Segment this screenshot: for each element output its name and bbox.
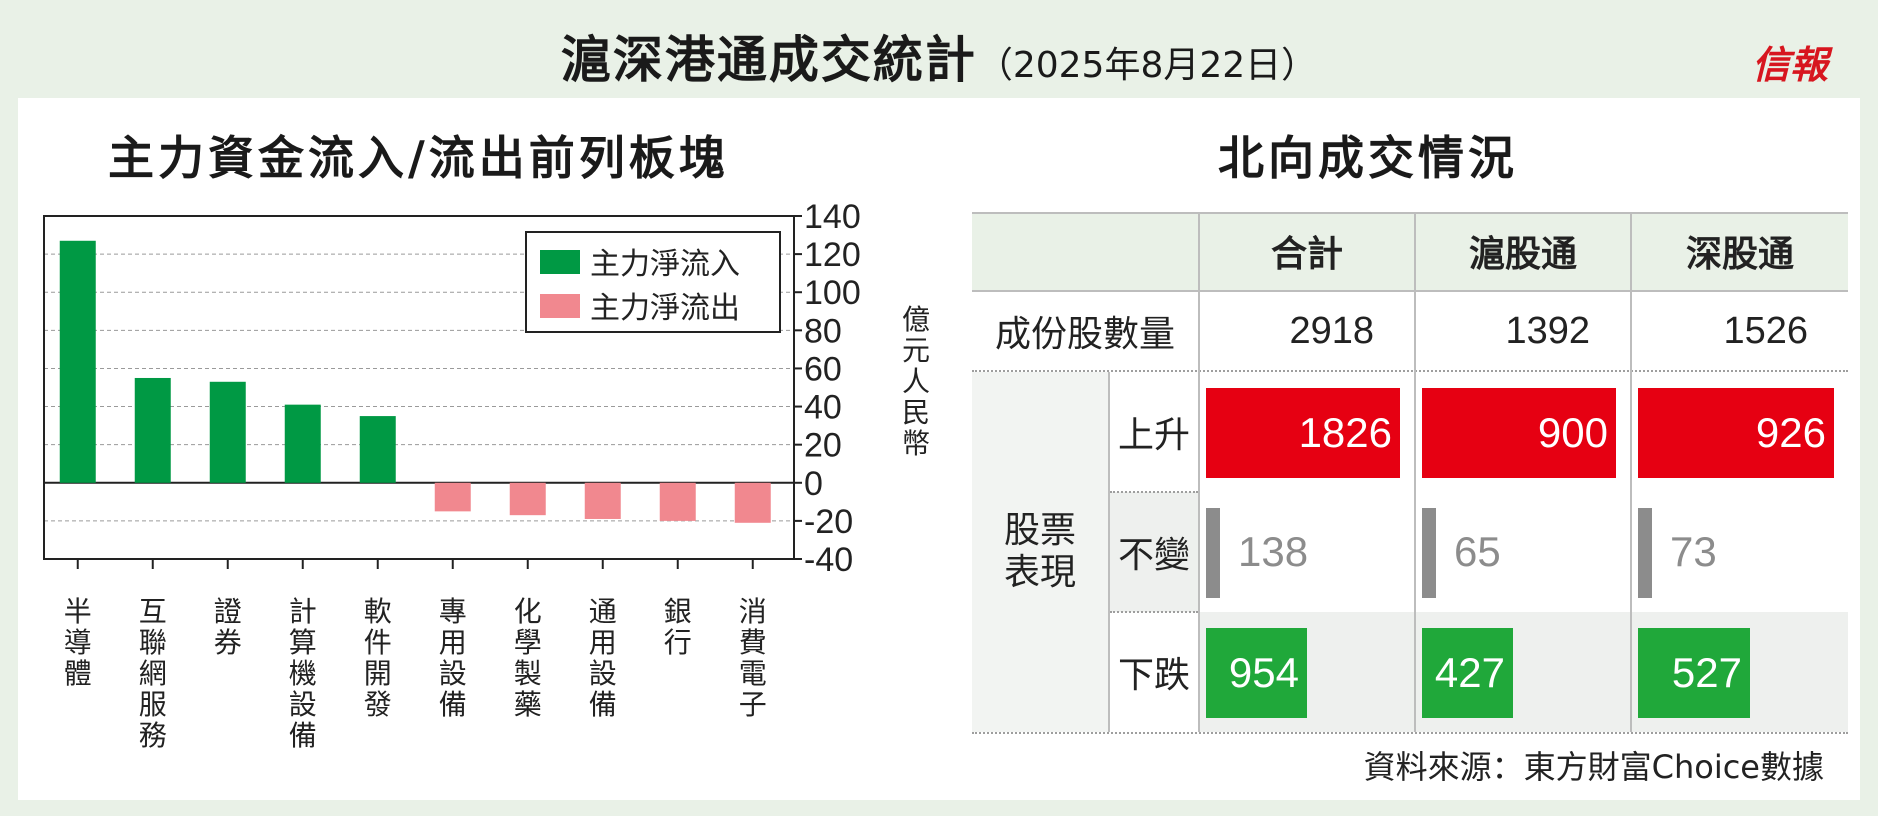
constituents-shanghai: 1392 [1505, 310, 1590, 352]
y-tick-label: 120 [804, 236, 861, 274]
group-label-cell [972, 372, 1108, 732]
up-bar-shenzhen: 926 [1638, 388, 1834, 478]
row-label-up: 上升 [1110, 372, 1198, 492]
table-dotted-line-2 [1110, 491, 1198, 493]
bar [509, 482, 546, 516]
constituents-shenzhen: 1526 [1723, 310, 1808, 352]
bar [434, 482, 471, 512]
table-dotted-line-3 [1110, 611, 1198, 613]
infographic-frame: 滬深港通成交統計（2025年8月22日） 信報 主力資金流入/流出前列板塊 北向… [18, 14, 1860, 800]
y-tick-label: 40 [804, 389, 842, 427]
x-tick-label: 銀行 [663, 595, 692, 659]
legend-swatch [540, 294, 580, 318]
group-label-line1: 股票 [1003, 510, 1076, 551]
y-tick-label: 0 [804, 465, 823, 503]
table-vline-1 [1198, 212, 1200, 732]
unchanged-total: 138 [1238, 528, 1309, 575]
constituents-total: 2918 [1289, 310, 1374, 352]
x-tick-label: 通用設備 [588, 595, 617, 721]
x-tick-label: 專用設備 [438, 595, 467, 721]
plot-border [43, 215, 795, 560]
x-tick-label: 化學製藥 [513, 595, 542, 721]
bar [359, 416, 396, 483]
unchanged-marker-total [1206, 508, 1220, 598]
col-header-shanghai: 滬股通 [1416, 212, 1630, 290]
bar [134, 377, 171, 483]
y-tick-label: 100 [804, 274, 861, 312]
table-corner [972, 212, 1198, 290]
unchanged-shenzhen: 73 [1670, 528, 1717, 575]
bar [734, 482, 771, 523]
unchanged-marker-shanghai [1422, 508, 1436, 598]
unchanged-marker-shenzhen [1638, 508, 1652, 598]
group-label-line2: 表現 [1003, 552, 1076, 593]
row-label-down: 下跌 [1110, 612, 1198, 732]
hkej-logo: 信報 [1751, 42, 1828, 87]
y-tick-label: 20 [804, 427, 842, 465]
title-date: （2025年8月22日） [976, 45, 1318, 86]
bar [659, 482, 696, 521]
y-tick-label: 140 [804, 198, 861, 236]
up-bar-shanghai: 900 [1422, 388, 1616, 478]
col-header-total: 合計 [1200, 212, 1414, 290]
northbound-table: 合計 滬股通 深股通 成份股數量 2918 1392 1526 股票 表現 上升… [972, 212, 1848, 734]
y-tick-label: 60 [804, 350, 842, 388]
bar [584, 482, 621, 519]
bar [209, 381, 246, 483]
legend-label: 主力淨流出 [590, 291, 740, 326]
legend-swatch [540, 250, 580, 274]
down-bar-shanghai: 427 [1422, 628, 1513, 718]
y-tick-label: -40 [804, 541, 853, 579]
x-tick-label: 證券 [213, 595, 242, 659]
left-chart-title: 主力資金流入/流出前列板塊 [108, 131, 729, 185]
x-tick-label: 消費電子 [738, 595, 767, 721]
group-label-performance: 股票 表現 [972, 492, 1108, 612]
unchanged-shanghai: 65 [1454, 528, 1501, 575]
header-band: 滬深港通成交統計（2025年8月22日） 信報 [18, 14, 1860, 98]
x-tick-label: 軟件開發 [363, 595, 392, 721]
table-bottom-line [972, 732, 1848, 734]
table-vline-3 [1630, 212, 1632, 732]
page-title: 滬深港通成交統計（2025年8月22日） [18, 20, 1860, 92]
y-axis-unit: 億元人民幣 [901, 303, 930, 460]
table-dotted-line-1 [972, 370, 1848, 372]
legend-label: 主力淨流入 [590, 247, 740, 282]
table-top-line [972, 212, 1848, 214]
right-table-title: 北向成交情況 [1218, 131, 1518, 185]
source-note: 資料來源：東方財富Choice數據 [1363, 748, 1824, 786]
down-bar-total: 954 [1206, 628, 1307, 718]
bar [284, 404, 321, 483]
x-tick-label: 計算機設備 [288, 595, 317, 752]
row-label-constituents: 成份股數量 [994, 314, 1175, 355]
x-tick-label: 互聯網服務 [138, 595, 167, 752]
up-bar-total: 1826 [1206, 388, 1400, 478]
title-text: 滬深港通成交統計 [560, 31, 977, 89]
table-vline-2 [1414, 212, 1416, 732]
down-bar-shenzhen: 527 [1638, 628, 1750, 718]
col-header-shenzhen: 深股通 [1632, 212, 1848, 290]
table-vline-group [1108, 372, 1110, 732]
table-header-line [972, 290, 1848, 292]
row-label-unchanged: 不變 [1110, 492, 1198, 612]
y-tick-label: 80 [804, 312, 842, 350]
unchanged-row-bg [1200, 492, 1848, 612]
x-tick-label: 半導體 [63, 595, 92, 690]
y-tick-label: -20 [804, 503, 853, 541]
bar [59, 240, 96, 483]
